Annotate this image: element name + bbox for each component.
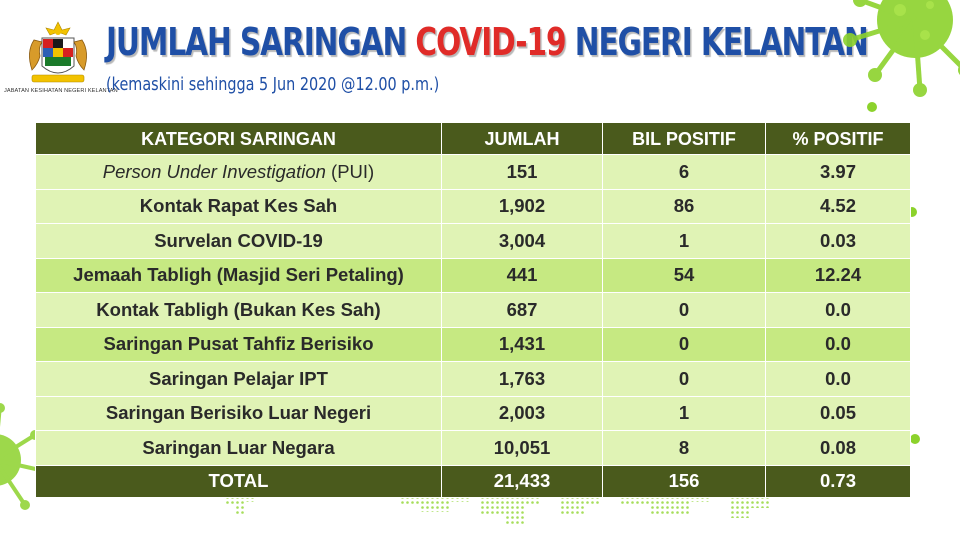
positif-cell: 54 [602, 257, 766, 293]
screening-table: KATEGORI SARINGAN JUMLAH BIL POSITIF % P… [35, 122, 911, 498]
table-row: Jemaah Tabligh (Masjid Seri Petaling) 44… [35, 257, 911, 293]
positif-cell: 6 [602, 154, 766, 190]
table-row: Saringan Luar Negara 10,051 8 0.08 [35, 430, 911, 466]
positif-cell: 0 [602, 292, 766, 328]
coronavirus-icon [0, 403, 45, 510]
table-row: Saringan Pusat Tahfiz Berisiko 1,431 0 0… [35, 326, 911, 362]
pct-cell: 0.0 [765, 292, 911, 328]
pct-cell: 0.05 [765, 395, 911, 431]
page-title: JUMLAH SARINGAN COVID-19 NEGERI KELANTAN [106, 18, 869, 66]
total-row: TOTAL 21,433 156 0.73 [35, 464, 911, 498]
positif-cell: 0 [602, 326, 766, 362]
jumlah-cell: 151 [441, 154, 603, 190]
table-row: Kontak Tabligh (Bukan Kes Sah) 687 0 0.0 [35, 292, 911, 328]
category-cell: Saringan Pelajar IPT [35, 361, 442, 397]
title-highlight: COVID-19 [415, 20, 566, 64]
table-row: Person Under Investigation (PUI) 151 6 3… [35, 154, 911, 190]
pct-cell: 12.24 [765, 257, 911, 293]
dot-map-decoration [225, 492, 770, 526]
column-header-bil-positif: BIL POSITIF [602, 122, 766, 155]
jumlah-cell: 1,902 [441, 188, 603, 224]
jumlah-cell: 687 [441, 292, 603, 328]
column-header-category: KATEGORI SARINGAN [35, 122, 442, 155]
pct-cell: 0.0 [765, 361, 911, 397]
category-italic: Person Under Investigation [102, 160, 326, 182]
total-jumlah: 21,433 [441, 464, 603, 498]
positif-cell: 8 [602, 430, 766, 466]
jumlah-cell: 3,004 [441, 223, 603, 259]
pct-cell: 4.52 [765, 188, 911, 224]
category-cell: Survelan COVID-19 [35, 223, 442, 259]
category-cell: Kontak Rapat Kes Sah [35, 188, 442, 224]
positif-cell: 1 [602, 395, 766, 431]
total-label: TOTAL [35, 464, 442, 498]
title-part-2: NEGERI KELANTAN [565, 20, 869, 64]
jumlah-cell: 1,431 [441, 326, 603, 362]
table-row: Kontak Rapat Kes Sah 1,902 86 4.52 [35, 188, 911, 224]
pct-cell: 0.0 [765, 326, 911, 362]
total-positif: 156 [602, 464, 766, 498]
category-cell: Saringan Berisiko Luar Negeri [35, 395, 442, 431]
table-header-row: KATEGORI SARINGAN JUMLAH BIL POSITIF % P… [35, 122, 911, 155]
positif-cell: 0 [602, 361, 766, 397]
pct-cell: 0.03 [765, 223, 911, 259]
column-header-pct-positif: % POSITIF [765, 122, 911, 155]
positif-cell: 1 [602, 223, 766, 259]
table-row: Saringan Berisiko Luar Negeri 2,003 1 0.… [35, 395, 911, 431]
jumlah-cell: 2,003 [441, 395, 603, 431]
coat-of-arms-icon [29, 21, 87, 83]
title-part-1: JUMLAH SARINGAN [106, 20, 416, 64]
small-virus-dot-icon [867, 102, 877, 112]
coronavirus-icon [843, 0, 960, 97]
total-pct: 0.73 [765, 464, 911, 498]
column-header-jumlah: JUMLAH [441, 122, 603, 155]
positif-cell: 86 [602, 188, 766, 224]
jumlah-cell: 1,763 [441, 361, 603, 397]
small-virus-dot-icon [910, 434, 920, 444]
jumlah-cell: 10,051 [441, 430, 603, 466]
category-cell: Saringan Luar Negara [35, 430, 442, 466]
update-subtitle: (kemaskini sehingga 5 Jun 2020 @12.00 p.… [106, 74, 440, 95]
category-cell: Person Under Investigation (PUI) [35, 154, 442, 190]
table-row: Saringan Pelajar IPT 1,763 0 0.0 [35, 361, 911, 397]
category-cell: Jemaah Tabligh (Masjid Seri Petaling) [35, 257, 442, 293]
agency-name: JABATAN KESIHATAN NEGERI KELANTAN [4, 88, 118, 94]
jumlah-cell: 441 [441, 257, 603, 293]
pct-cell: 3.97 [765, 154, 911, 190]
category-cell: Kontak Tabligh (Bukan Kes Sah) [35, 292, 442, 328]
table-row: Survelan COVID-19 3,004 1 0.03 [35, 223, 911, 259]
pct-cell: 0.08 [765, 430, 911, 466]
category-label: (PUI) [325, 160, 375, 182]
category-cell: Saringan Pusat Tahfiz Berisiko [35, 326, 442, 362]
